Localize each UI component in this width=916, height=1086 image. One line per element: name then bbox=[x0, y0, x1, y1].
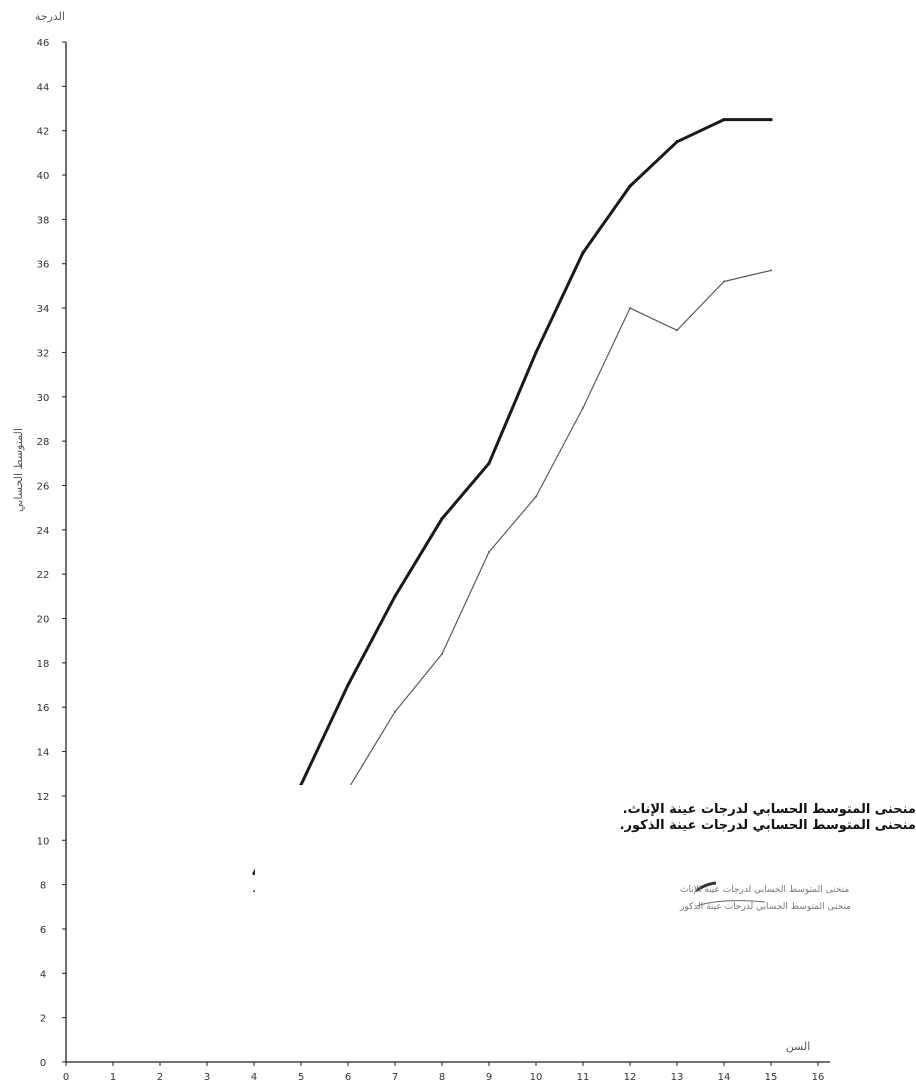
data-point bbox=[441, 653, 443, 655]
y-tick-label: 4 bbox=[40, 969, 46, 980]
x-tick-label: 11 bbox=[577, 1072, 590, 1083]
data-point bbox=[252, 871, 256, 876]
x-tick-label: 5 bbox=[298, 1072, 304, 1083]
y-tick-label: 42 bbox=[37, 127, 50, 138]
data-point bbox=[769, 118, 773, 122]
y-tick-label: 36 bbox=[37, 260, 50, 271]
data-point bbox=[629, 307, 631, 310]
mask-area bbox=[255, 785, 895, 910]
data-point bbox=[676, 329, 678, 332]
data-point bbox=[534, 350, 538, 355]
x-tick-label: 9 bbox=[486, 1072, 492, 1083]
x-tick-label: 4 bbox=[251, 1072, 257, 1083]
data-point bbox=[722, 118, 726, 122]
series-layer bbox=[252, 118, 773, 893]
scan-legend: منحنى المتوسط الحسابي لدرجات عينة الإناث… bbox=[679, 881, 851, 912]
y-ticks: 0246810121416182022242628303234363840424… bbox=[37, 38, 66, 1069]
y-unit-label: الدرجة bbox=[35, 10, 65, 23]
data-point bbox=[723, 280, 725, 283]
y-tick-label: 32 bbox=[37, 348, 50, 359]
data-point bbox=[487, 461, 491, 465]
scan-legend-thick-sample bbox=[695, 881, 717, 893]
data-point bbox=[346, 683, 350, 687]
y-axis-title: المتوسط الحسابي bbox=[12, 428, 25, 512]
y-tick-label: 14 bbox=[37, 748, 50, 759]
data-point bbox=[253, 890, 255, 893]
y-tick-label: 40 bbox=[37, 171, 50, 182]
y-tick-label: 12 bbox=[37, 792, 50, 803]
x-tick-label: 3 bbox=[204, 1072, 210, 1083]
y-tick-label: 26 bbox=[37, 481, 50, 492]
scan-legend-entry-females: منحنى المتوسط الحسابي لدرجات عينة الإناث bbox=[680, 885, 849, 895]
y-tick-label: 34 bbox=[37, 304, 50, 315]
legend-entry-females: منحنى المتوسط الحسابي لدرجات عينة الإناث… bbox=[622, 802, 916, 817]
data-point bbox=[394, 710, 396, 713]
scan-legend-entry-males: منحنى المتوسط الحسابي لدرجات عينة الذكور bbox=[679, 902, 851, 912]
x-ticks: 0 1 2 3 4 5 6 7 8 9 10 11 12 13 14 15 16 bbox=[63, 1062, 825, 1083]
y-tick-label: 18 bbox=[37, 659, 50, 670]
y-tick-label: 6 bbox=[40, 925, 46, 936]
x-tick-label: 16 bbox=[812, 1072, 825, 1083]
data-point bbox=[393, 594, 397, 598]
series-line-females bbox=[252, 118, 773, 875]
y-tick-label: 0 bbox=[40, 1058, 46, 1069]
y-tick-label: 24 bbox=[37, 526, 50, 537]
data-point bbox=[581, 251, 585, 255]
data-point bbox=[675, 140, 679, 144]
y-tick-label: 44 bbox=[37, 82, 50, 93]
x-tick-label: 13 bbox=[671, 1072, 684, 1083]
x-tick-label: 14 bbox=[718, 1072, 731, 1083]
y-tick-label: 16 bbox=[37, 703, 50, 714]
y-tick-label: 30 bbox=[37, 393, 50, 404]
x-tick-label: 10 bbox=[530, 1072, 543, 1083]
x-tick-label: 0 bbox=[63, 1072, 69, 1083]
y-tick-label: 2 bbox=[40, 1014, 46, 1025]
data-point bbox=[582, 406, 584, 409]
x-tick-label: 6 bbox=[345, 1072, 351, 1083]
y-tick-label: 38 bbox=[37, 215, 50, 226]
y-tick-label: 22 bbox=[37, 570, 50, 581]
y-tick-label: 8 bbox=[40, 881, 46, 892]
x-tick-label: 15 bbox=[765, 1072, 778, 1083]
x-tick-label: 7 bbox=[392, 1072, 398, 1083]
x-tick-label: 2 bbox=[157, 1072, 163, 1083]
data-point bbox=[770, 269, 772, 272]
data-point bbox=[488, 551, 490, 553]
data-point bbox=[440, 517, 444, 521]
x-unit-label: السن bbox=[786, 1040, 811, 1053]
x-tick-label: 1 bbox=[110, 1072, 116, 1083]
y-tick-label: 20 bbox=[37, 615, 50, 626]
y-tick-label: 10 bbox=[37, 836, 50, 847]
x-tick-label: 8 bbox=[439, 1072, 445, 1083]
legend-entry-males: منحنى المتوسط الحسابي لدرجات عينة الذكور… bbox=[619, 818, 916, 833]
scan-legend-thin-sample bbox=[696, 900, 766, 907]
x-tick-label: 12 bbox=[624, 1072, 637, 1083]
data-point bbox=[535, 495, 537, 498]
data-point bbox=[628, 184, 632, 188]
y-tick-label: 28 bbox=[37, 437, 50, 448]
y-tick-label: 46 bbox=[37, 38, 50, 49]
